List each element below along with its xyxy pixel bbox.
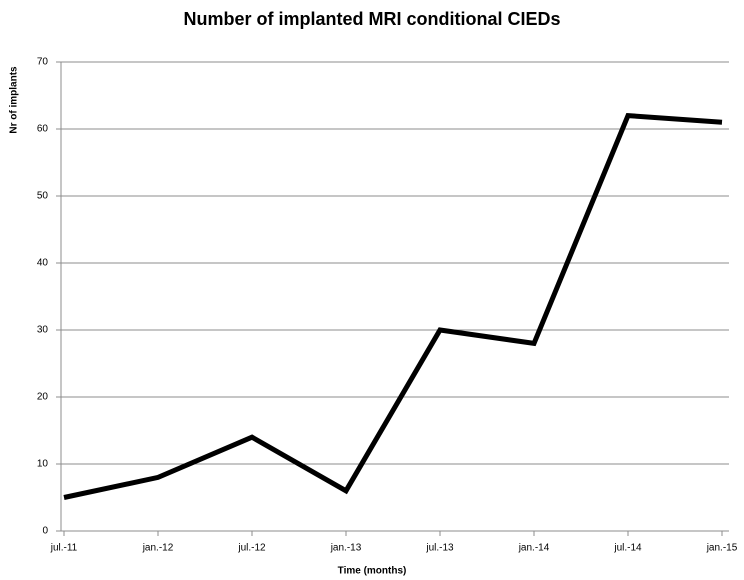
x-tick-label: jan.-14 bbox=[518, 543, 550, 554]
y-tick-label: 50 bbox=[37, 191, 49, 202]
y-tick-label: 40 bbox=[37, 258, 49, 269]
x-tick-label: jul.-11 bbox=[50, 543, 78, 554]
y-tick-label: 0 bbox=[42, 526, 48, 537]
y-axis-title: Nr of implants bbox=[9, 66, 20, 134]
data-line bbox=[63, 112, 723, 500]
y-tick-label: 10 bbox=[37, 459, 49, 470]
y-tick-label: 60 bbox=[37, 124, 49, 135]
x-tick-label: jan.-13 bbox=[330, 543, 362, 554]
x-tick-label: jul.-14 bbox=[613, 543, 642, 554]
x-axis-title: Time (months) bbox=[338, 566, 407, 577]
y-tick-label: 70 bbox=[37, 57, 49, 68]
x-tick-label: jan.-12 bbox=[142, 543, 174, 554]
x-tick-label: jan.-15 bbox=[706, 543, 738, 554]
y-tick-label: 30 bbox=[37, 325, 49, 336]
y-tick-label: 20 bbox=[37, 392, 49, 403]
x-tick-label: jul.-12 bbox=[237, 543, 266, 554]
chart-title: Number of implanted MRI conditional CIED… bbox=[183, 9, 560, 29]
x-tick-label: jul.-13 bbox=[425, 543, 454, 554]
